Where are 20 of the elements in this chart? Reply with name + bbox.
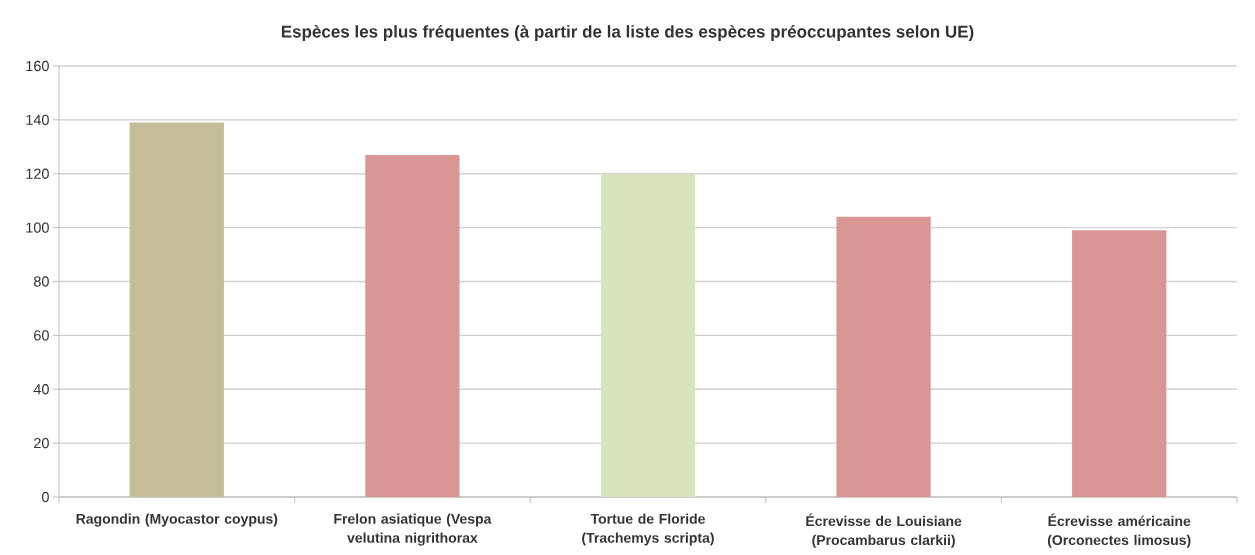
bar (600, 173, 696, 497)
y-tick-label: 20 (34, 437, 49, 449)
x-tick-label: Écrevisse de Louisiane (Procambarus clarkii) (806, 513, 962, 548)
y-tick-label: 120 (26, 168, 49, 179)
y-tick-label: 100 (26, 222, 49, 233)
y-tick-label: 60 (34, 330, 49, 341)
x-tick-label: Écrevisse américaine (Orconectes limosus) (1047, 513, 1191, 548)
chart-title: Espèces les plus fréquentes (à partir de la liste des espèces préoccupantes selon UE) (281, 25, 974, 41)
bar (1072, 230, 1167, 497)
y-tick-label: 140 (26, 114, 49, 126)
x-tick-label: Frelon asiatique (Vespa velutina nigrithorax (334, 513, 492, 546)
bar (365, 154, 460, 497)
x-tick-label: Tortue de Floride (Trachemys scripta) (582, 513, 714, 546)
y-tick-label: 40 (33, 384, 49, 395)
bar (836, 216, 931, 497)
y-tick-label: 80 (33, 276, 49, 287)
y-tick-label: 160 (26, 60, 49, 72)
y-tick-label: 0 (41, 491, 49, 503)
x-tick-label: Ragondin (Myocastor coypus) (76, 513, 278, 527)
bar (129, 122, 224, 497)
